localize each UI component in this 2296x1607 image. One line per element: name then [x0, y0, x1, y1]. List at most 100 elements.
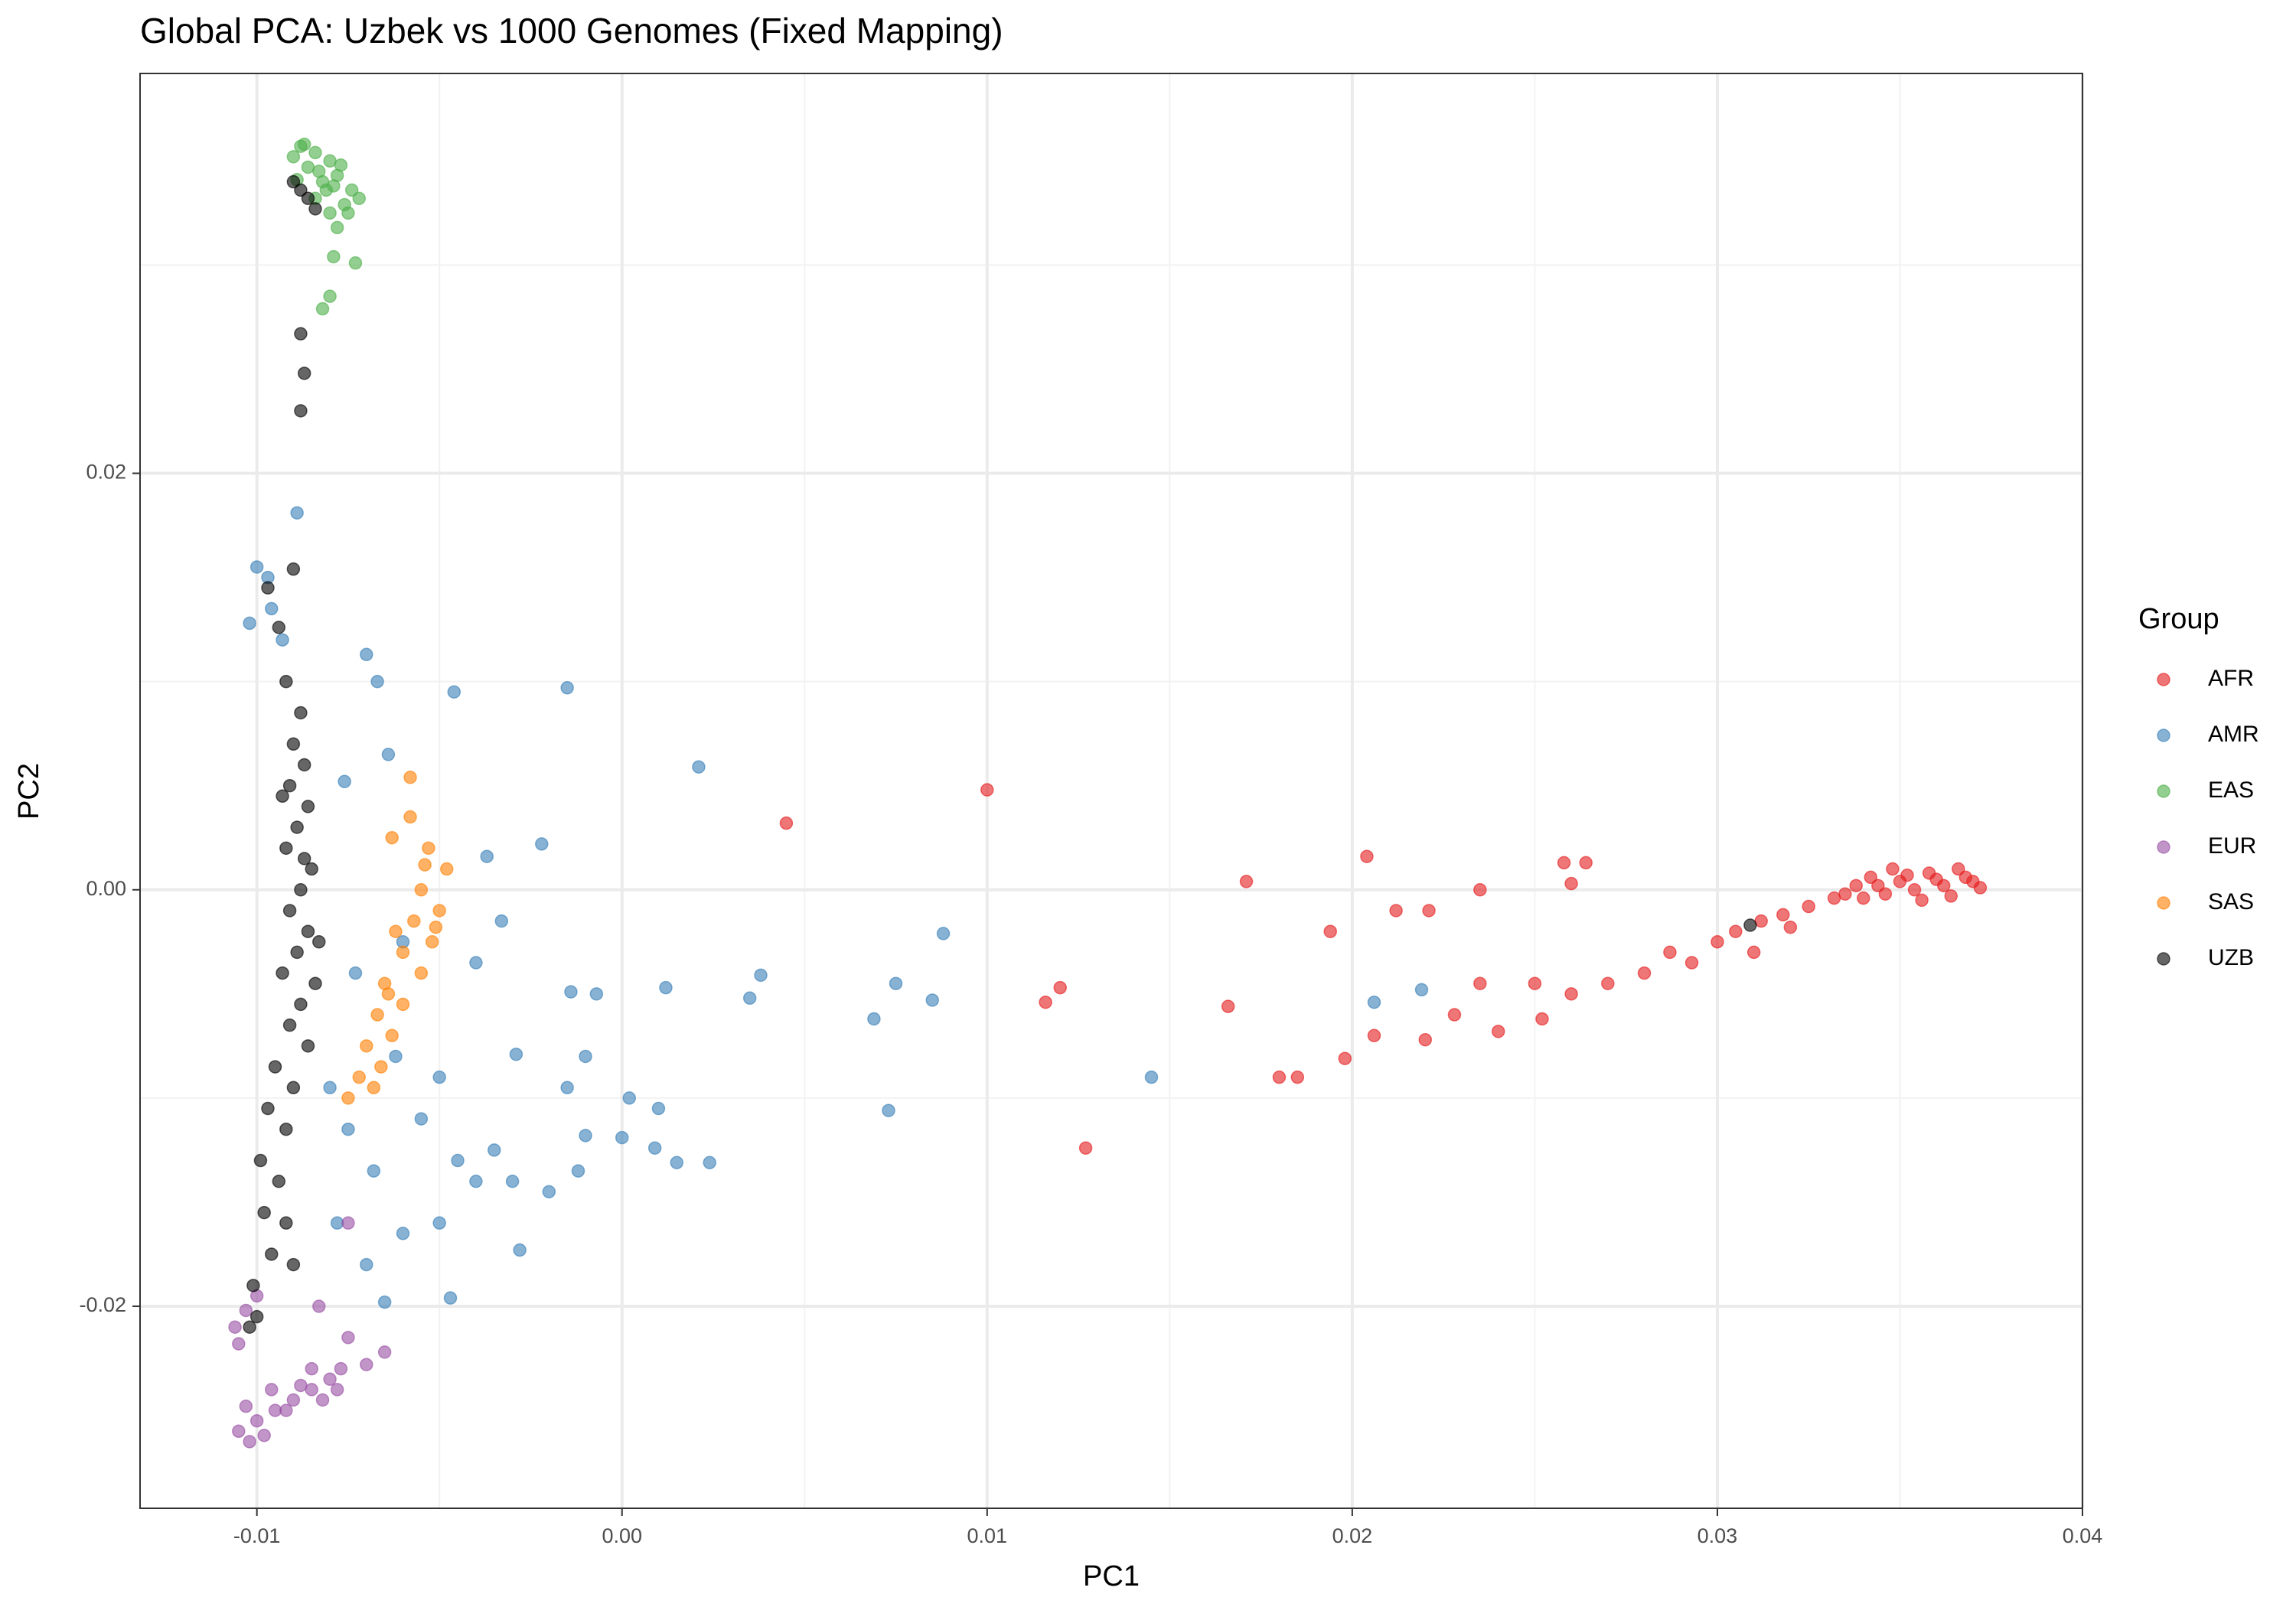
point	[1958, 870, 1973, 885]
point	[469, 1175, 483, 1188]
point	[297, 852, 311, 865]
point	[367, 1081, 381, 1095]
point	[264, 1383, 279, 1397]
point	[407, 914, 421, 928]
point	[1776, 908, 1790, 922]
point	[1864, 870, 1878, 885]
point	[403, 771, 417, 784]
point	[1944, 889, 1958, 903]
point	[249, 1309, 264, 1324]
point	[414, 883, 429, 897]
point	[341, 1216, 355, 1230]
point	[315, 302, 330, 316]
point	[509, 1047, 523, 1061]
point	[439, 862, 454, 876]
point	[1663, 945, 1677, 960]
legend-key	[2157, 896, 2170, 910]
x-tick-label: 0.02	[1332, 1524, 1373, 1547]
legend-key	[2157, 673, 2170, 686]
point	[279, 674, 293, 689]
point	[1684, 956, 1699, 970]
point	[1422, 904, 1436, 918]
point	[323, 1081, 337, 1095]
point	[1915, 893, 1929, 908]
point	[261, 581, 275, 595]
point	[294, 706, 308, 720]
point	[389, 924, 403, 938]
point	[1239, 875, 1254, 888]
point	[1849, 878, 1863, 893]
point	[542, 1185, 556, 1199]
x-tick-label: 0.01	[967, 1524, 1008, 1547]
point	[257, 1429, 271, 1442]
point	[297, 758, 311, 772]
point	[290, 506, 304, 520]
point	[341, 1122, 355, 1136]
point	[1746, 945, 1761, 960]
point	[1886, 862, 1900, 876]
point	[352, 191, 366, 206]
x-tick-label: 0.04	[2063, 1524, 2103, 1547]
point	[659, 980, 673, 995]
point	[301, 191, 315, 206]
point	[282, 904, 297, 918]
point	[294, 404, 308, 418]
point	[370, 674, 384, 689]
point	[374, 1060, 388, 1074]
point	[327, 249, 341, 264]
point	[754, 968, 768, 983]
point	[432, 904, 446, 918]
legend-key	[2157, 729, 2170, 742]
point	[264, 601, 279, 616]
point	[1389, 904, 1403, 918]
point	[381, 987, 396, 1001]
point	[1857, 891, 1870, 905]
point	[352, 1070, 366, 1084]
point	[334, 1361, 348, 1376]
point	[279, 1403, 293, 1417]
point	[1802, 899, 1815, 914]
point	[589, 987, 604, 1001]
point	[243, 616, 256, 631]
point	[243, 1320, 256, 1334]
point	[1871, 878, 1885, 893]
point	[297, 367, 311, 380]
point	[1491, 1025, 1505, 1038]
point	[276, 633, 289, 647]
legend-label: EUR	[2208, 833, 2256, 859]
point	[936, 927, 951, 940]
point	[1743, 918, 1757, 932]
legend-label: AMR	[2208, 722, 2259, 747]
point	[505, 1175, 520, 1188]
point	[334, 158, 348, 172]
point	[243, 1435, 256, 1449]
point	[403, 810, 417, 824]
point	[429, 920, 443, 934]
point	[286, 150, 301, 164]
point	[272, 1175, 286, 1188]
point	[370, 1008, 384, 1022]
legend-label: EAS	[2208, 777, 2254, 803]
point	[294, 327, 308, 341]
point	[239, 1399, 253, 1413]
point	[312, 935, 326, 949]
point	[286, 1393, 301, 1407]
point	[1564, 876, 1578, 891]
point	[301, 1039, 315, 1053]
point	[980, 783, 994, 797]
point	[651, 1101, 666, 1116]
point	[396, 997, 410, 1012]
point	[1907, 883, 1922, 897]
point	[422, 841, 435, 856]
point	[319, 183, 334, 197]
y-tick-label: 0.00	[86, 877, 126, 900]
point	[451, 1153, 465, 1168]
point	[294, 1378, 308, 1393]
point	[1952, 862, 1965, 876]
point	[360, 1358, 373, 1371]
point	[301, 924, 315, 938]
point	[301, 800, 315, 813]
point	[1601, 976, 1615, 990]
point	[276, 966, 289, 980]
point	[290, 945, 304, 960]
